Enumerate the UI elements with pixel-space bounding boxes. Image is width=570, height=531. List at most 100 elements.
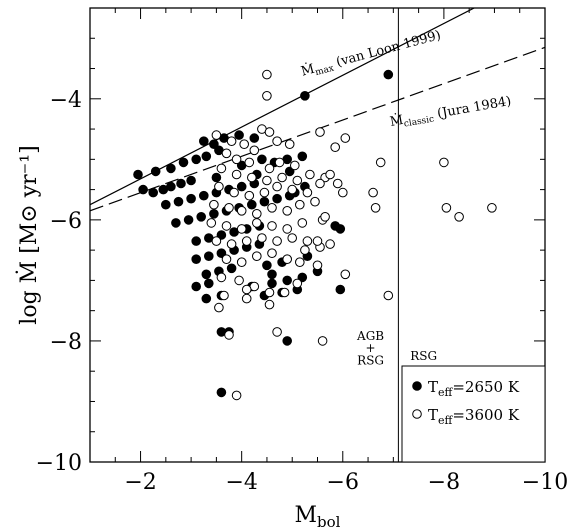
point-2650k <box>209 209 219 219</box>
point-2650k <box>216 230 227 240</box>
point-3600k <box>247 172 257 183</box>
region-label-agb-rsg: + <box>366 341 376 355</box>
point-2650k <box>259 196 270 207</box>
point-2650k <box>183 215 194 225</box>
legend-marker-2650k <box>412 381 422 391</box>
point-3600k <box>214 181 224 192</box>
point-3600k <box>214 302 224 313</box>
point-2650k <box>150 166 161 177</box>
point-3600k <box>267 203 277 213</box>
point-3600k <box>251 209 262 219</box>
y-tick-label: −6 <box>50 209 82 234</box>
point-2650k <box>176 178 186 189</box>
point-2650k <box>191 154 201 165</box>
max-line-label: Ṁmax (van Loon 1999) <box>299 26 443 82</box>
point-3600k <box>315 127 325 137</box>
point-2650k <box>335 224 346 234</box>
point-2650k <box>166 163 176 174</box>
point-2650k <box>300 91 310 101</box>
x-tick-label: −4 <box>225 470 257 495</box>
point-3600k <box>226 239 237 249</box>
point-2650k <box>226 263 237 274</box>
point-2650k <box>138 184 148 195</box>
point-3600k <box>302 187 313 198</box>
point-3600k <box>206 218 217 228</box>
point-3600k <box>267 248 277 258</box>
axes: −2 −4 −6 −8 −10 −4 −6 −8 −10 <box>36 7 568 495</box>
legend-marker-3600k <box>412 409 422 419</box>
y-tick-label: −10 <box>36 451 82 476</box>
point-2650k <box>204 251 214 262</box>
point-3600k <box>216 163 227 174</box>
point-3600k <box>290 160 300 171</box>
point-2650k <box>173 196 184 207</box>
region-label-agb-rsg: AGB <box>356 329 384 343</box>
point-2650k <box>247 199 257 210</box>
point-2650k <box>282 336 293 346</box>
point-3600k <box>241 236 252 246</box>
x-tick-label: −8 <box>428 470 460 495</box>
point-3600k <box>236 257 247 268</box>
point-3600k <box>295 257 305 268</box>
point-2650k <box>236 181 247 192</box>
data-points <box>133 69 497 401</box>
point-3600k <box>219 290 229 301</box>
point-2650k <box>262 260 272 271</box>
point-2650k <box>166 181 176 192</box>
point-3600k <box>236 224 247 234</box>
point-2650k <box>249 133 260 143</box>
point-3600k <box>340 269 351 280</box>
point-3600k <box>317 336 328 346</box>
point-3600k <box>221 254 232 265</box>
point-2650k <box>297 151 308 162</box>
point-3600k <box>287 233 298 243</box>
point-2650k <box>234 130 244 140</box>
point-3600k <box>249 145 260 156</box>
point-3600k <box>226 136 237 146</box>
point-3600k <box>315 178 325 189</box>
point-3600k <box>302 236 313 246</box>
point-3600k <box>264 287 275 298</box>
point-2650k <box>284 166 295 177</box>
point-3600k <box>375 157 386 168</box>
point-2650k <box>199 190 209 201</box>
point-3600k <box>231 390 242 401</box>
point-3600k <box>338 187 348 198</box>
point-3600k <box>370 203 381 213</box>
point-2650k <box>267 278 277 289</box>
point-2650k <box>148 187 158 198</box>
point-3600k <box>292 278 303 289</box>
point-3600k <box>267 221 277 231</box>
point-2650k <box>161 199 171 210</box>
point-3600k <box>264 163 275 174</box>
point-2650k <box>191 281 201 292</box>
point-2650k <box>201 293 212 304</box>
point-3600k <box>229 187 239 198</box>
point-3600k <box>211 236 222 246</box>
point-3600k <box>262 91 272 101</box>
point-3600k <box>259 187 270 198</box>
point-3600k <box>282 254 293 265</box>
region-label-rsg: RSG <box>410 349 437 363</box>
y-tick-label: −8 <box>50 330 82 355</box>
point-3600k <box>239 139 249 149</box>
point-3600k <box>330 142 341 152</box>
point-2650k <box>209 139 219 149</box>
point-3600k <box>244 157 255 168</box>
point-2650k <box>201 269 212 280</box>
point-3600k <box>325 169 335 180</box>
point-2650k <box>196 212 206 222</box>
point-3600k <box>251 251 262 262</box>
point-2650k <box>272 193 282 204</box>
point-3600k <box>262 175 272 186</box>
point-2650k <box>178 157 189 168</box>
point-2650k <box>186 193 196 204</box>
point-2650k <box>216 387 227 398</box>
point-3600k <box>284 139 295 149</box>
point-3600k <box>297 218 308 228</box>
point-3600k <box>292 175 303 186</box>
point-3600k <box>231 154 242 165</box>
point-2650k <box>211 172 222 183</box>
point-3600k <box>312 236 323 246</box>
point-2650k <box>191 254 201 265</box>
